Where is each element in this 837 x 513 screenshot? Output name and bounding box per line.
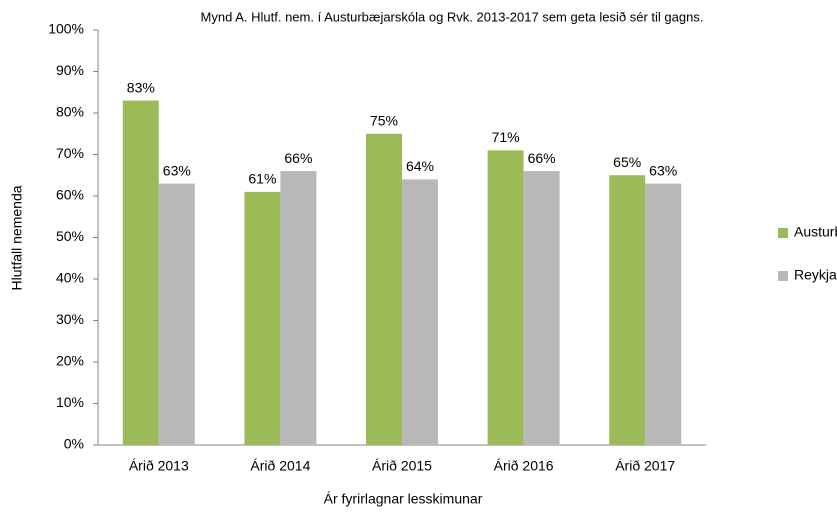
bar bbox=[402, 179, 438, 445]
x-tick-label: Árið 2013 bbox=[129, 458, 189, 474]
data-label: 83% bbox=[127, 79, 155, 95]
bar bbox=[609, 175, 646, 445]
data-label: 71% bbox=[492, 129, 520, 145]
x-tick-label: Árið 2015 bbox=[372, 458, 432, 474]
bar bbox=[158, 183, 195, 446]
y-tick-label: 20% bbox=[56, 353, 84, 369]
bar bbox=[523, 171, 560, 445]
bar bbox=[645, 183, 682, 446]
y-tick-label: 70% bbox=[56, 145, 84, 161]
data-label: 75% bbox=[370, 112, 398, 128]
y-tick-label: 90% bbox=[56, 62, 84, 78]
y-tick-label: 80% bbox=[56, 104, 84, 120]
bar bbox=[244, 191, 281, 445]
y-tick-label: 100% bbox=[48, 21, 84, 37]
x-axis-label: Ár fyrirlagnar lesskimunar bbox=[324, 491, 483, 507]
legend-label: Austurbæjarskóli bbox=[794, 224, 837, 240]
bar bbox=[280, 171, 317, 445]
y-tick-label: 40% bbox=[56, 270, 84, 286]
legend-label: Reykjavík bbox=[794, 267, 837, 283]
y-tick-label: 30% bbox=[56, 311, 84, 327]
y-tick-label: 60% bbox=[56, 187, 84, 203]
bar bbox=[487, 150, 524, 445]
data-label: 63% bbox=[163, 162, 191, 178]
legend-swatch bbox=[778, 271, 788, 281]
data-label: 61% bbox=[248, 171, 276, 187]
x-tick-label: Árið 2016 bbox=[494, 458, 554, 474]
bar bbox=[122, 100, 159, 446]
y-tick-label: 10% bbox=[56, 394, 84, 410]
legend-swatch bbox=[778, 228, 788, 238]
bar bbox=[366, 133, 402, 445]
x-tick-label: Árið 2017 bbox=[615, 458, 675, 474]
y-axis-label: Hlutfall nemenda bbox=[9, 185, 25, 290]
data-label: 64% bbox=[406, 158, 434, 174]
x-tick-label: Árið 2014 bbox=[250, 458, 310, 474]
data-label: 63% bbox=[649, 162, 677, 178]
y-tick-label: 50% bbox=[56, 228, 84, 244]
data-label: 66% bbox=[528, 150, 556, 166]
chart-title: Mynd A. Hlutf. nem. í Austurbæjarskóla o… bbox=[201, 9, 704, 24]
y-tick-label: 0% bbox=[64, 436, 84, 452]
data-label: 65% bbox=[613, 154, 641, 170]
data-label: 66% bbox=[284, 150, 312, 166]
